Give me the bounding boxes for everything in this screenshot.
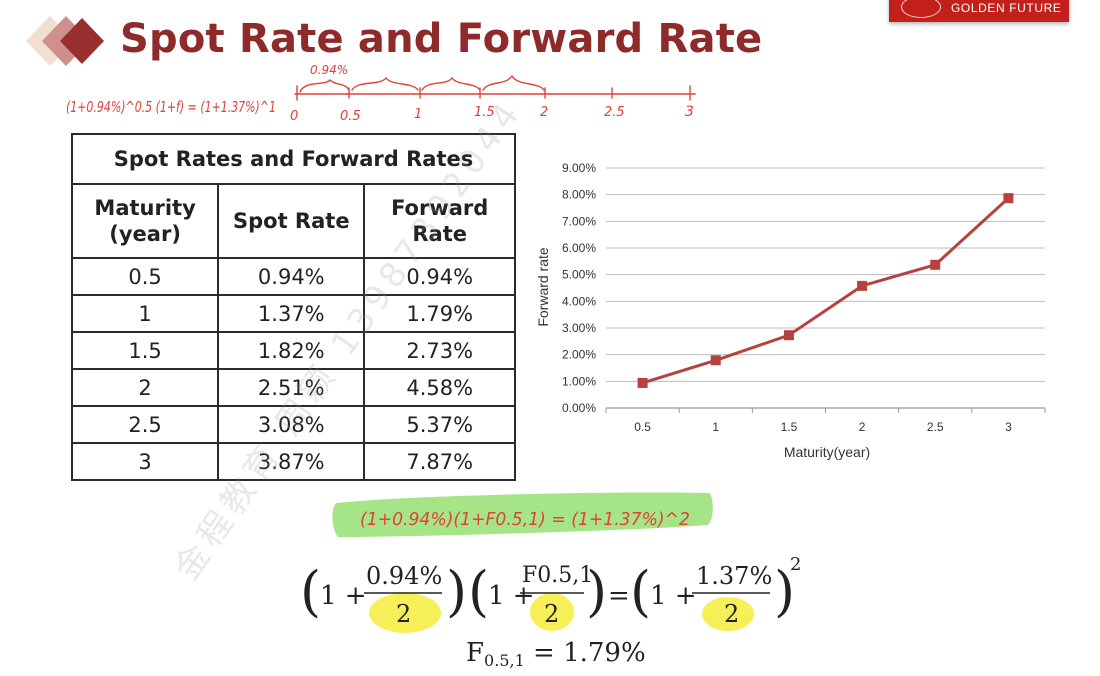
series-line: [642, 197, 1010, 385]
frac-numerator: 1.37%: [696, 562, 772, 590]
rates-table: Spot Rates and Forward Rates Maturity (y…: [70, 133, 516, 481]
y-tick-label: 8.00%: [562, 188, 596, 202]
table-cell: 7.87%: [363, 442, 516, 481]
x-tick-label: 3: [1005, 420, 1012, 434]
one-plus: 1 +: [650, 581, 697, 611]
brand-banner: GOLDEN FUTURE: [889, 0, 1069, 22]
timeline-tick: 1: [414, 107, 422, 122]
table-row: 0.5 0.94% 0.94%: [70, 257, 516, 296]
result-subscript: 0.5,1: [484, 651, 525, 670]
frac-numerator: F0.5,1: [522, 563, 593, 588]
timeline-tick: 0.5: [340, 109, 361, 124]
table-cell: 3.87%: [217, 442, 366, 481]
paren-close: ): [586, 560, 607, 623]
highlighted-note: (1+0.94%)(1+F0.5,1) = (1+1.37%)^2: [332, 492, 713, 537]
data-point: [857, 280, 868, 291]
timeline-tick: 3: [685, 104, 694, 120]
data-point: [930, 259, 941, 270]
page-title: Spot Rate and Forward Rate: [120, 16, 763, 62]
table-row: 1 1.37% 1.79%: [70, 294, 516, 333]
table-cell: 2.5: [70, 405, 220, 444]
equals-sign: =: [608, 581, 630, 611]
data-point: [1003, 193, 1014, 204]
result-equation: F0.5,1 = 1.79%: [466, 638, 646, 670]
data-point: [710, 355, 721, 366]
y-tick-label: 7.00%: [562, 214, 596, 228]
table-cell: 3: [70, 442, 220, 481]
result-value: = 1.79%: [533, 638, 646, 668]
forward-rate-chart: 0.00% 1.00% 2.00% 3.00% 4.00% 5.00% 6.00% 7.00%…: [535, 161, 1046, 460]
y-tick-label: 3.00%: [562, 321, 596, 335]
timeline-tick: 2: [540, 105, 548, 120]
y-tick-label: 9.00%: [562, 161, 596, 175]
table-cell: 5.37%: [363, 405, 516, 444]
table-cell: 0.94%: [363, 257, 516, 296]
table-row: 1.5 1.82% 2.73%: [70, 331, 516, 370]
table-cell: 1: [70, 294, 220, 333]
brand-name: GOLDEN FUTURE: [951, 1, 1062, 15]
table-cell: 1.79%: [363, 294, 516, 333]
one-plus: 1 +: [488, 581, 535, 611]
handwritten-equation: (1+0.94%)^0.5 (1+f) = (1+1.37%)^1: [66, 98, 276, 116]
y-tick-label: 4.00%: [562, 294, 596, 308]
table-cell: 2: [70, 368, 220, 407]
paren-close: ): [774, 560, 795, 623]
table-cell: 0.94%: [217, 257, 366, 296]
table-row: 2.5 3.08% 5.37%: [70, 405, 516, 444]
one-plus: 1 +: [320, 581, 367, 611]
data-point: [783, 330, 794, 341]
column-header: Forward Rate: [363, 183, 516, 259]
paren-close: ): [446, 560, 467, 623]
y-tick-label: 1.00%: [562, 374, 596, 388]
logo-diamonds: [26, 16, 104, 66]
paren-open: (: [630, 560, 651, 623]
x-tick-label: 1.5: [781, 420, 798, 434]
table-cell: 1.82%: [217, 331, 366, 370]
timeline-tick: 0: [290, 109, 298, 124]
column-header: Spot Rate: [217, 183, 366, 259]
y-tick-label: 0.00%: [562, 401, 596, 415]
frac-denominator: 2: [544, 600, 559, 628]
table-cell: 0.5: [70, 257, 220, 296]
paren-open: (: [300, 560, 321, 623]
table-cell: 1.37%: [217, 294, 366, 333]
frac-denominator: 2: [724, 600, 739, 628]
table-caption: Spot Rates and Forward Rates: [71, 133, 516, 185]
frac-numerator: 0.94%: [366, 562, 442, 590]
x-tick-label: 1: [712, 420, 719, 434]
table-row: 3 3.87% 7.87%: [70, 442, 516, 481]
forward-rate-equation: ( 1 + 0.94% 2 ) ( 1 + F0.5,1 2 ) = ( 1 +…: [300, 554, 801, 633]
table-cell: 4.58%: [363, 368, 516, 407]
y-axis-label: Forward rate: [535, 247, 551, 327]
column-header: Maturity (year): [70, 183, 220, 259]
table-cell: 3.08%: [217, 405, 366, 444]
y-tick-label: 6.00%: [562, 241, 596, 255]
table-cell: 2.51%: [217, 368, 366, 407]
timeline-tick: 2.5: [604, 105, 625, 120]
result-variable: F: [466, 638, 485, 668]
table-cell: 2.73%: [363, 331, 516, 370]
x-tick-label: 2: [859, 420, 866, 434]
highlight-equation: (1+0.94%)(1+F0.5,1) = (1+1.37%)^2: [360, 509, 690, 530]
paren-open: (: [468, 560, 489, 623]
brand-seal-icon: [901, 0, 941, 18]
data-point: [637, 377, 648, 388]
exponent: 2: [790, 554, 801, 575]
table-row: 2 2.51% 4.58%: [70, 368, 516, 407]
y-tick-label: 2.00%: [562, 348, 596, 362]
x-tick-label: 2.5: [927, 420, 944, 434]
x-axis-label: Maturity(year): [784, 444, 870, 460]
timeline-rate: 0.94%: [310, 63, 348, 77]
x-tick-label: 0.5: [634, 420, 651, 434]
frac-denominator: 2: [396, 600, 411, 628]
y-tick-label: 5.00%: [562, 268, 596, 282]
table-cell: 1.5: [70, 331, 220, 370]
